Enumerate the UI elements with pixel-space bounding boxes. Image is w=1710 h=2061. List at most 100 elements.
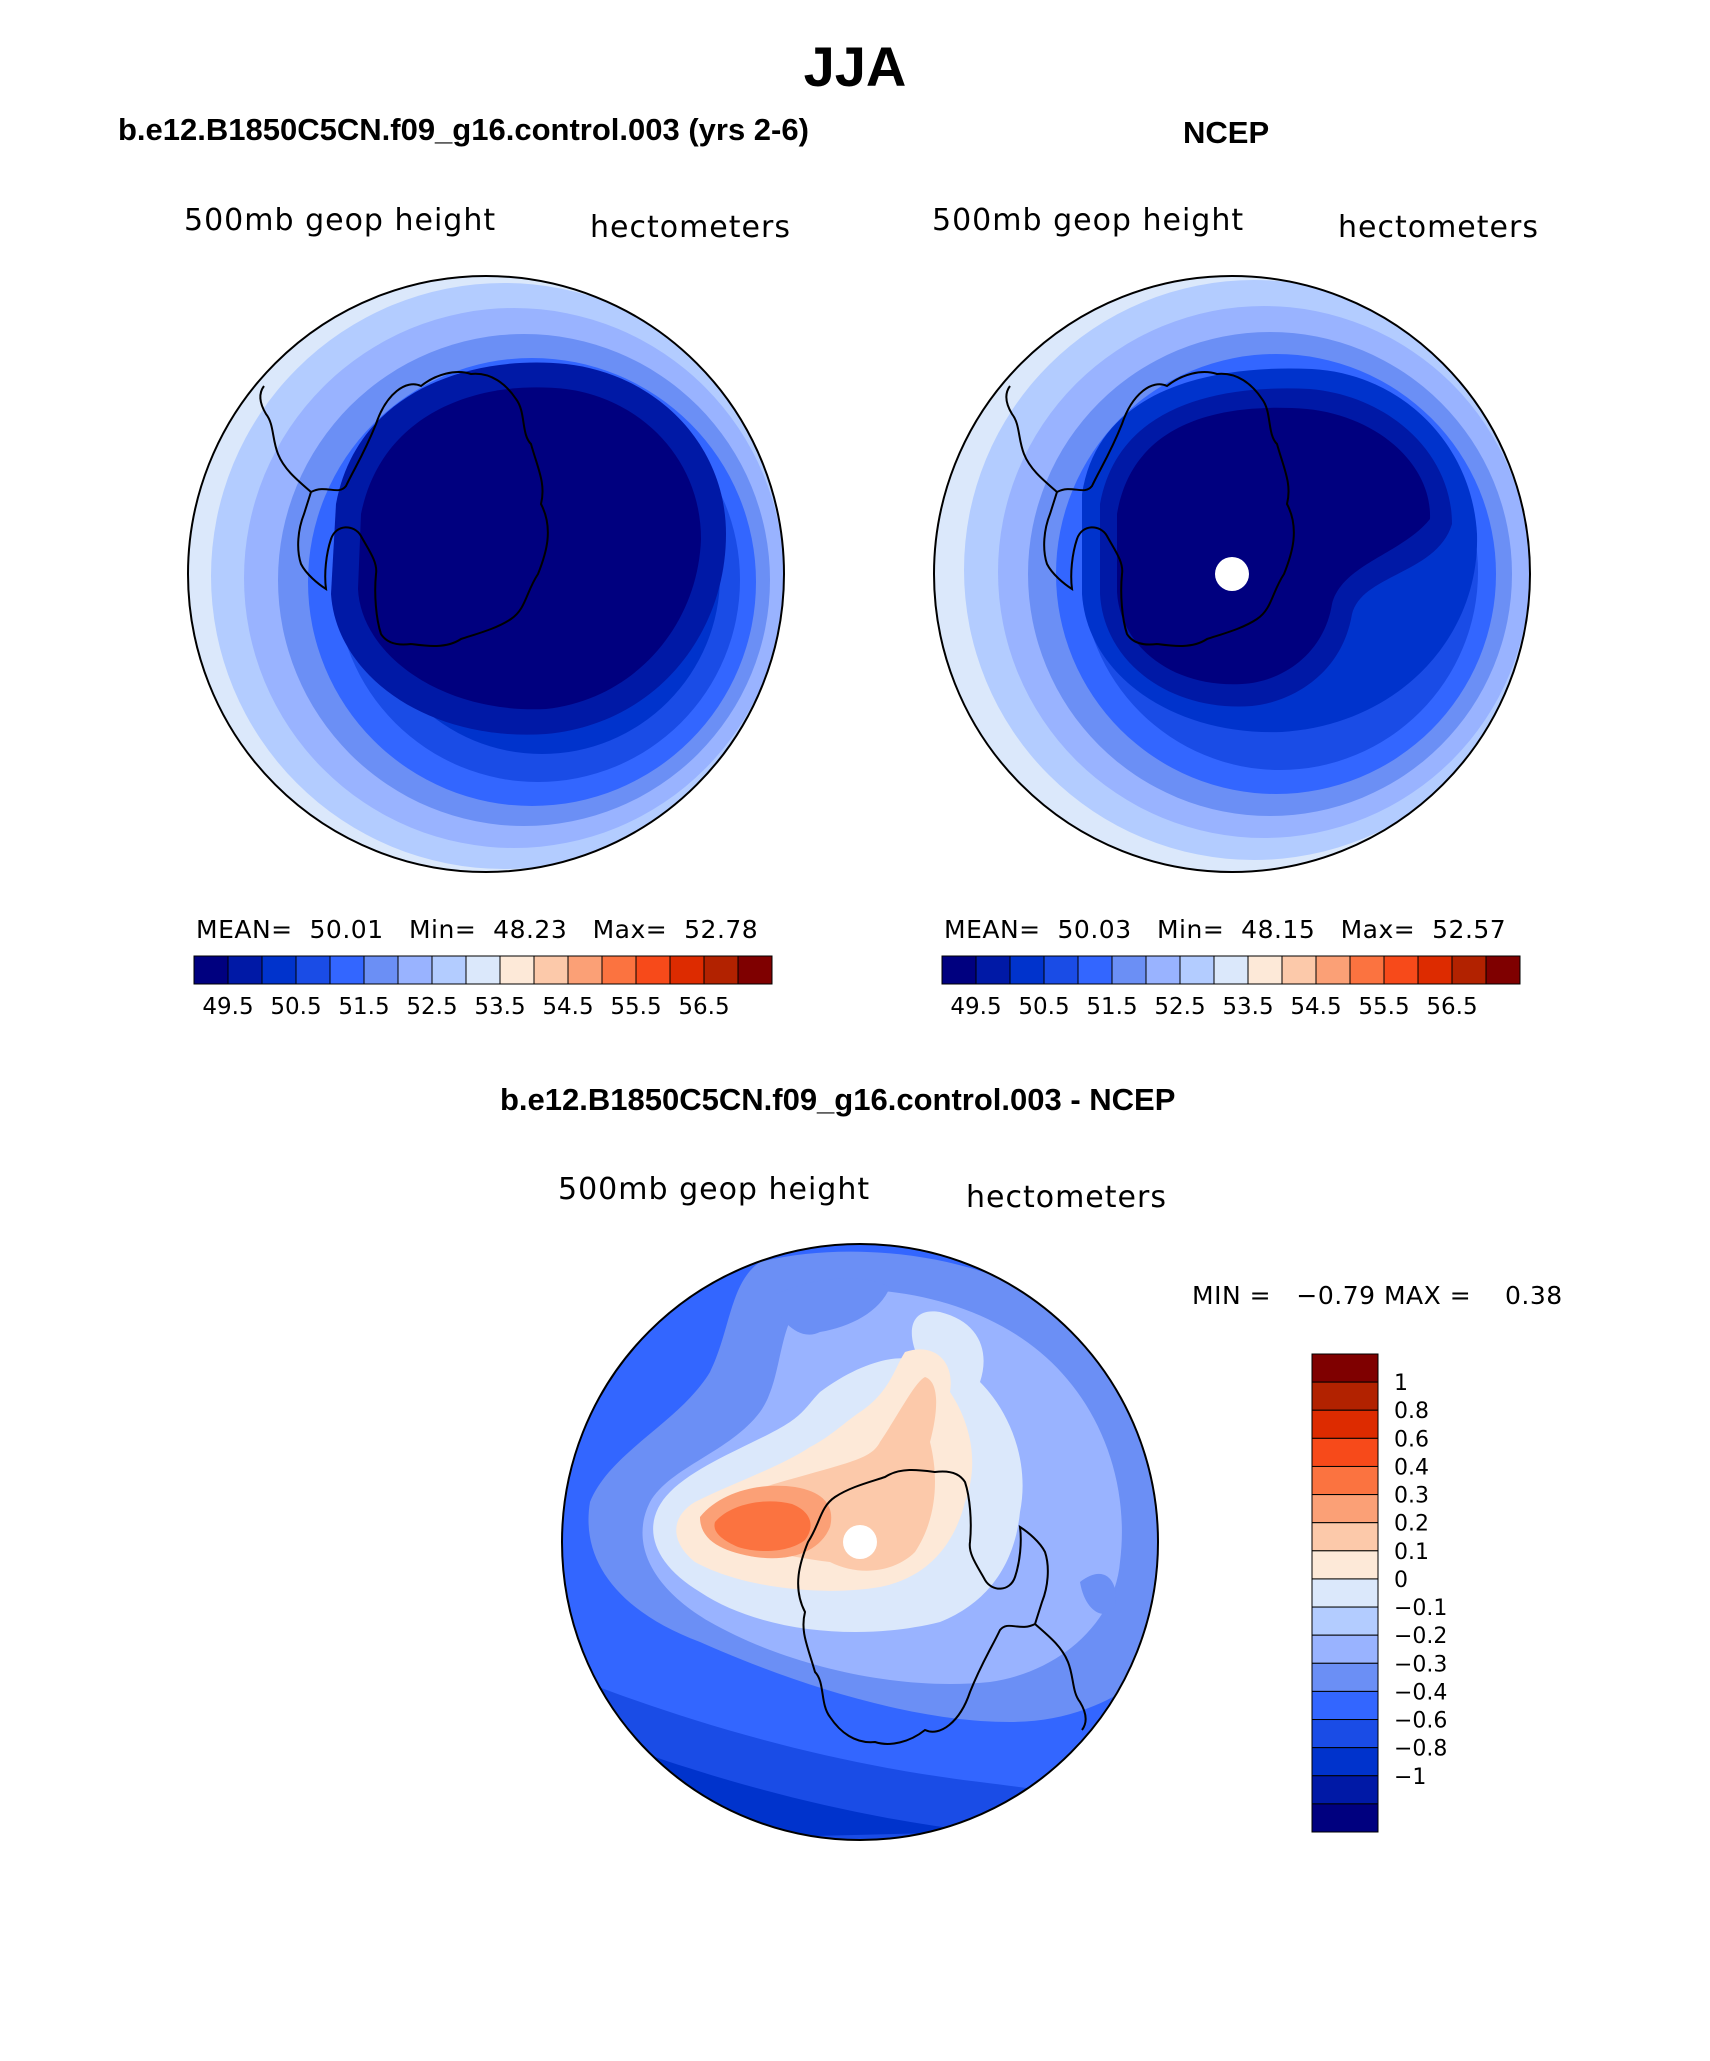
colorbar-box: [601, 955, 637, 985]
colorbar-box: [465, 955, 501, 985]
colorbar-box: [669, 955, 705, 985]
model-stats: MEAN= 50.01 Min= 48.23 Max= 52.78: [196, 915, 759, 944]
antarctica-outline: [797, 1469, 1049, 1745]
colorbar-box: [1349, 955, 1385, 985]
colorbar-tick-label: 56.5: [1426, 994, 1477, 1020]
colorbar-box: [1179, 955, 1215, 985]
model-panel-title: b.e12.B1850C5CN.f09_g16.control.003 (yrs…: [118, 112, 809, 147]
diff-minmax: MIN = −0.79 MAX = 0.38: [1192, 1281, 1563, 1310]
obs-colorbar: 49.5 50.5 51.5 52.5 53.5 54.5 55.5 56.5: [941, 955, 1521, 1020]
colorbar-box: [1485, 955, 1521, 985]
colorbar-tick-label: 49.5: [950, 994, 1001, 1020]
colorbar-tick-label: −0.8: [1394, 1737, 1447, 1762]
colorbar-tick-label: 49.5: [202, 994, 253, 1020]
obs-variable-label: 500mb geop height: [932, 203, 1245, 238]
diff-units-label: hectometers: [966, 1180, 1167, 1215]
colorbar-box: [397, 955, 433, 985]
colorbar-box: [1311, 1465, 1379, 1496]
colorbar-box: [1077, 955, 1113, 985]
colorbar-box: [261, 955, 297, 985]
antarctica-outline: [1043, 371, 1295, 647]
colorbar-box: [1311, 1550, 1379, 1580]
diff-panel-title: b.e12.B1850C5CN.f09_g16.control.003 - NC…: [500, 1082, 1176, 1117]
colorbar-box: [499, 955, 535, 985]
colorbar-tick-label: −0.2: [1394, 1624, 1447, 1649]
colorbar-tick-label: 0.3: [1394, 1484, 1429, 1509]
colorbar-box: [1213, 955, 1249, 985]
diff-colorbar-labels: 1 0.8 0.6 0.4 0.3 0.2 0.1 0 −0.1 −0.2 −0.3 −0.4 −0.6…: [1394, 1371, 1447, 1790]
colorbar-box: [1311, 1775, 1379, 1805]
colorbar-box: [1311, 1381, 1379, 1411]
obs-stats: MEAN= 50.03 Min= 48.15 Max= 52.57: [944, 915, 1507, 944]
colorbar-tick-label: 54.5: [1290, 994, 1341, 1020]
colorbar-tick-label: 54.5: [542, 994, 593, 1020]
diff-variable-label: 500mb geop height: [558, 1172, 871, 1207]
colorbar-box: [1281, 955, 1317, 985]
colorbar-box: [737, 955, 773, 985]
colorbar-tick-label: 53.5: [474, 994, 525, 1020]
pole-marker: [1215, 557, 1249, 591]
colorbar-box: [1311, 1747, 1379, 1777]
colorbar-tick-label: 0.1: [1394, 1540, 1429, 1565]
colorbar-box: [1311, 1719, 1379, 1749]
antarctic-peninsula-outline: [1034, 1623, 1087, 1731]
map-boundary: [561, 1243, 1159, 1841]
diff-polar-map: [561, 1243, 1159, 1841]
colorbar-tick-label: 0.6: [1394, 1427, 1429, 1452]
colorbar-box: [1417, 955, 1453, 985]
model-polar-map: [187, 275, 785, 873]
colorbar-box: [635, 955, 671, 985]
colorbar-tick-label: 55.5: [1358, 994, 1409, 1020]
obs-panel-title: NCEP: [1183, 115, 1270, 150]
diff-colorbar: 1 0.8 0.6 0.4 0.3 0.2 0.1 0 −0.1 −0.2 −0.3 −0.4 −0.6…: [1311, 1353, 1447, 1833]
diff-contour-band: [562, 1244, 640, 1332]
colorbar-box: [1311, 1437, 1379, 1467]
colorbar-box: [1311, 1606, 1379, 1636]
colorbar-box: [1315, 955, 1351, 985]
colorbar-tick-label: 51.5: [1086, 994, 1137, 1020]
colorbar-box: [1311, 1634, 1379, 1664]
colorbar-box: [1311, 1522, 1379, 1552]
colorbar-tick-label: 53.5: [1222, 994, 1273, 1020]
diff-colorbar-boxes: [1311, 1353, 1379, 1833]
colorbar-box: [1451, 955, 1487, 985]
colorbar-box: [1111, 955, 1147, 985]
obs-polar-map: [933, 275, 1531, 873]
model-variable-label: 500mb geop height: [184, 203, 497, 238]
colorbar-box: [227, 955, 263, 985]
colorbar-box: [1043, 955, 1079, 985]
model-units-label: hectometers: [590, 210, 791, 245]
colorbar-box: [1311, 1494, 1379, 1524]
colorbar-box: [533, 955, 569, 985]
colorbar-box: [941, 955, 977, 985]
colorbar-tick-label: 51.5: [338, 994, 389, 1020]
colorbar-box: [1383, 955, 1419, 985]
colorbar-tick-label: 52.5: [406, 994, 457, 1020]
colorbar-box: [363, 955, 399, 985]
colorbar-tick-label: 50.5: [270, 994, 321, 1020]
colorbar-box: [1311, 1578, 1379, 1608]
model-colorbar: 49.5 50.5 51.5 52.5 53.5 54.5 55.5 56.5: [193, 955, 773, 1020]
colorbar-box: [975, 955, 1011, 985]
colorbar-box: [329, 955, 365, 985]
page-title: JJA: [803, 35, 907, 98]
antarctic-peninsula-outline: [259, 385, 312, 493]
diff-contour-band: [770, 1278, 890, 1335]
colorbar-box: [567, 955, 603, 985]
diff-contour-band: [714, 1501, 811, 1552]
obs-units-label: hectometers: [1338, 210, 1539, 245]
colorbar-tick-label: −1: [1394, 1765, 1426, 1790]
colorbar-box: [193, 955, 229, 985]
colorbar-tick-label: −0.1: [1394, 1596, 1447, 1621]
colorbar-tick-label: 0.8: [1394, 1399, 1429, 1424]
colorbar-box: [703, 955, 739, 985]
colorbar-tick-label: 0: [1394, 1568, 1408, 1593]
antarctic-peninsula-outline: [1005, 385, 1058, 493]
map-boundary: [933, 275, 1531, 873]
colorbar-tick-label: −0.4: [1394, 1680, 1447, 1705]
colorbar-box: [295, 955, 331, 985]
colorbar-tick-label: 0.4: [1394, 1455, 1429, 1480]
antarctica-outline: [297, 371, 549, 647]
colorbar-box: [1311, 1690, 1379, 1721]
pole-marker: [843, 1525, 877, 1559]
